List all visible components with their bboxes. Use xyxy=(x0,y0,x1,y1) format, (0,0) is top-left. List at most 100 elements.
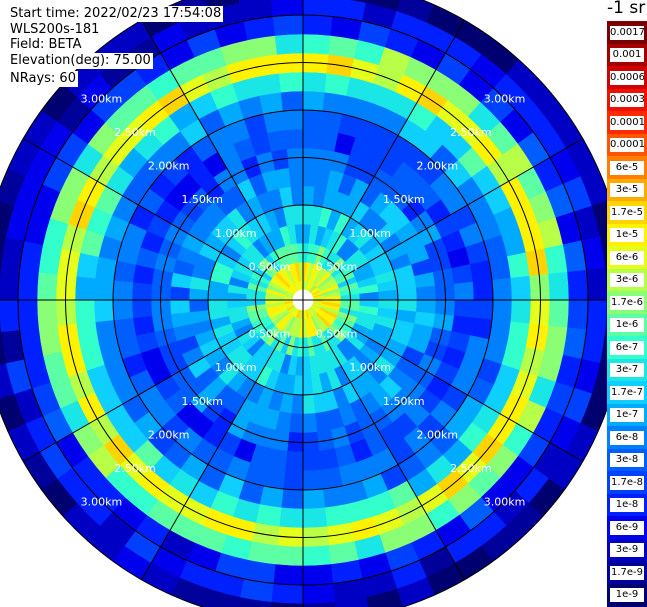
range-gate-cell xyxy=(17,299,39,331)
range-gate-cell xyxy=(255,72,282,96)
range-gate-cell xyxy=(302,488,326,510)
range-gate-cell xyxy=(453,299,475,319)
range-label: 1.00km xyxy=(349,361,391,374)
range-gate-cell xyxy=(93,299,115,323)
range-label: 1.50km xyxy=(383,395,425,408)
colorbar-swatch: 3e-7 xyxy=(607,358,647,382)
range-label: 1.00km xyxy=(215,361,257,374)
range-gate-cell xyxy=(36,299,58,329)
colorbar-label: 1.7e-9 xyxy=(610,565,644,580)
range-gate-cell xyxy=(255,504,282,528)
range-gate-cell xyxy=(207,299,228,311)
colorbar-label: 0.0001 xyxy=(610,138,644,153)
colorbar-label: 1.7e-8 xyxy=(610,475,644,490)
range-gate-cell xyxy=(302,109,324,131)
range-gate-cell xyxy=(292,204,304,225)
azimuth-spoke xyxy=(23,323,263,462)
colorbar-label: 1.7e-6 xyxy=(610,295,644,310)
colorbar-label: 3e-5 xyxy=(610,183,644,198)
range-gate-cell xyxy=(600,235,607,269)
range-gate-cell xyxy=(472,279,494,301)
range-gate-cell xyxy=(131,281,153,301)
range-gate-cell xyxy=(270,602,304,607)
range-gate-cell xyxy=(272,14,304,36)
range-gate-cell xyxy=(591,362,607,400)
range-gate-cell xyxy=(586,267,607,301)
range-gate-cell xyxy=(491,299,513,323)
range-gate-cell xyxy=(274,545,304,567)
colorbar-swatch: 3e-5 xyxy=(607,178,647,202)
colorbar-swatch: 6e-5 xyxy=(607,156,647,180)
colorbar-label: 0.0017 xyxy=(610,25,644,40)
range-gate-cell xyxy=(320,466,343,490)
range-gate-cell xyxy=(302,564,334,586)
range-gate-cell xyxy=(302,128,322,150)
colorbar-swatch: 1.7e-5 xyxy=(607,201,647,225)
range-gate-cell xyxy=(469,260,493,283)
range-label: 0.50km xyxy=(316,260,358,273)
range-label: 3.00km xyxy=(484,92,526,105)
colorbar-swatch: 1e-5 xyxy=(607,223,647,247)
colorbar-swatch: 0.0001 xyxy=(607,133,647,157)
range-gate-cell xyxy=(324,504,351,528)
range-gate-cell xyxy=(74,299,96,325)
nrays-label: NRays: 60 xyxy=(10,71,78,87)
colorbar-label: 0.00017 xyxy=(610,115,644,130)
range-gate-cell xyxy=(302,545,332,567)
range-gate-cell xyxy=(113,317,137,340)
azimuth-spoke xyxy=(343,323,583,462)
colorbar-label: 6e-7 xyxy=(610,340,644,355)
colorbar-swatch: 1.7e-9 xyxy=(607,561,647,585)
range-gate-cell xyxy=(302,394,316,415)
range-gate-cell xyxy=(567,299,589,331)
range-gate-cell xyxy=(237,597,272,607)
range-gate-cell xyxy=(284,128,304,150)
colorbar-swatch: 1.7e-6 xyxy=(607,291,647,315)
range-gate-cell xyxy=(94,319,118,344)
range-gate-cell xyxy=(259,91,284,115)
azimuth-spoke xyxy=(23,138,263,277)
start-time-label: Start time: 2022/02/23 17:54:08 xyxy=(10,6,224,22)
range-label: 2.00km xyxy=(417,160,459,173)
range-gate-cell xyxy=(0,331,6,365)
colorbar-swatch: 3e-6 xyxy=(607,268,647,292)
colorbar-swatch: 6e-8 xyxy=(607,426,647,450)
range-gate-cell xyxy=(202,588,241,607)
range-gate-cell xyxy=(591,200,607,238)
range-gate-cell xyxy=(302,71,328,93)
elevation-label: Elevation(deg): 75.00 xyxy=(10,53,153,69)
field-label: Field: BETA xyxy=(10,37,84,53)
range-gate-cell xyxy=(510,275,532,301)
colorbar-label: 3e-9 xyxy=(610,543,644,558)
colorbar-label: 0.0003 xyxy=(610,93,644,108)
range-gate-cell xyxy=(284,450,304,472)
range-gate-cell xyxy=(472,299,494,321)
range-gate-cell xyxy=(238,0,256,3)
range-gate-cell xyxy=(278,71,304,93)
colorbar-swatch: 1e-8 xyxy=(607,493,647,517)
range-gate-cell xyxy=(510,299,532,325)
colorbar-swatch: 0.001 xyxy=(607,43,647,67)
range-gate-cell xyxy=(605,299,607,333)
range-label: 1.00km xyxy=(215,227,257,240)
range-gate-cell xyxy=(0,299,20,333)
range-gate-cell xyxy=(169,299,190,315)
range-gate-cell xyxy=(302,450,322,472)
azimuth-spoke xyxy=(326,340,465,580)
colorbar-label: 1.7e-5 xyxy=(610,205,644,220)
range-gate-cell xyxy=(112,279,134,301)
range-gate-cell xyxy=(302,469,324,491)
colorbar-label: 3e-7 xyxy=(610,363,644,378)
range-gate-cell xyxy=(350,0,368,3)
range-gate-cell xyxy=(270,583,304,605)
range-label: 2.00km xyxy=(148,428,190,441)
range-gate-cell xyxy=(302,413,318,434)
range-gate-cell xyxy=(322,485,347,509)
colorbar-swatch: 6e-7 xyxy=(607,336,647,360)
range-label: 0.50km xyxy=(316,328,358,341)
range-gate-cell xyxy=(93,277,115,301)
range-gate-cell xyxy=(453,281,475,301)
range-gate-cell xyxy=(302,166,318,187)
colorbar-label: 1e-6 xyxy=(610,318,644,333)
